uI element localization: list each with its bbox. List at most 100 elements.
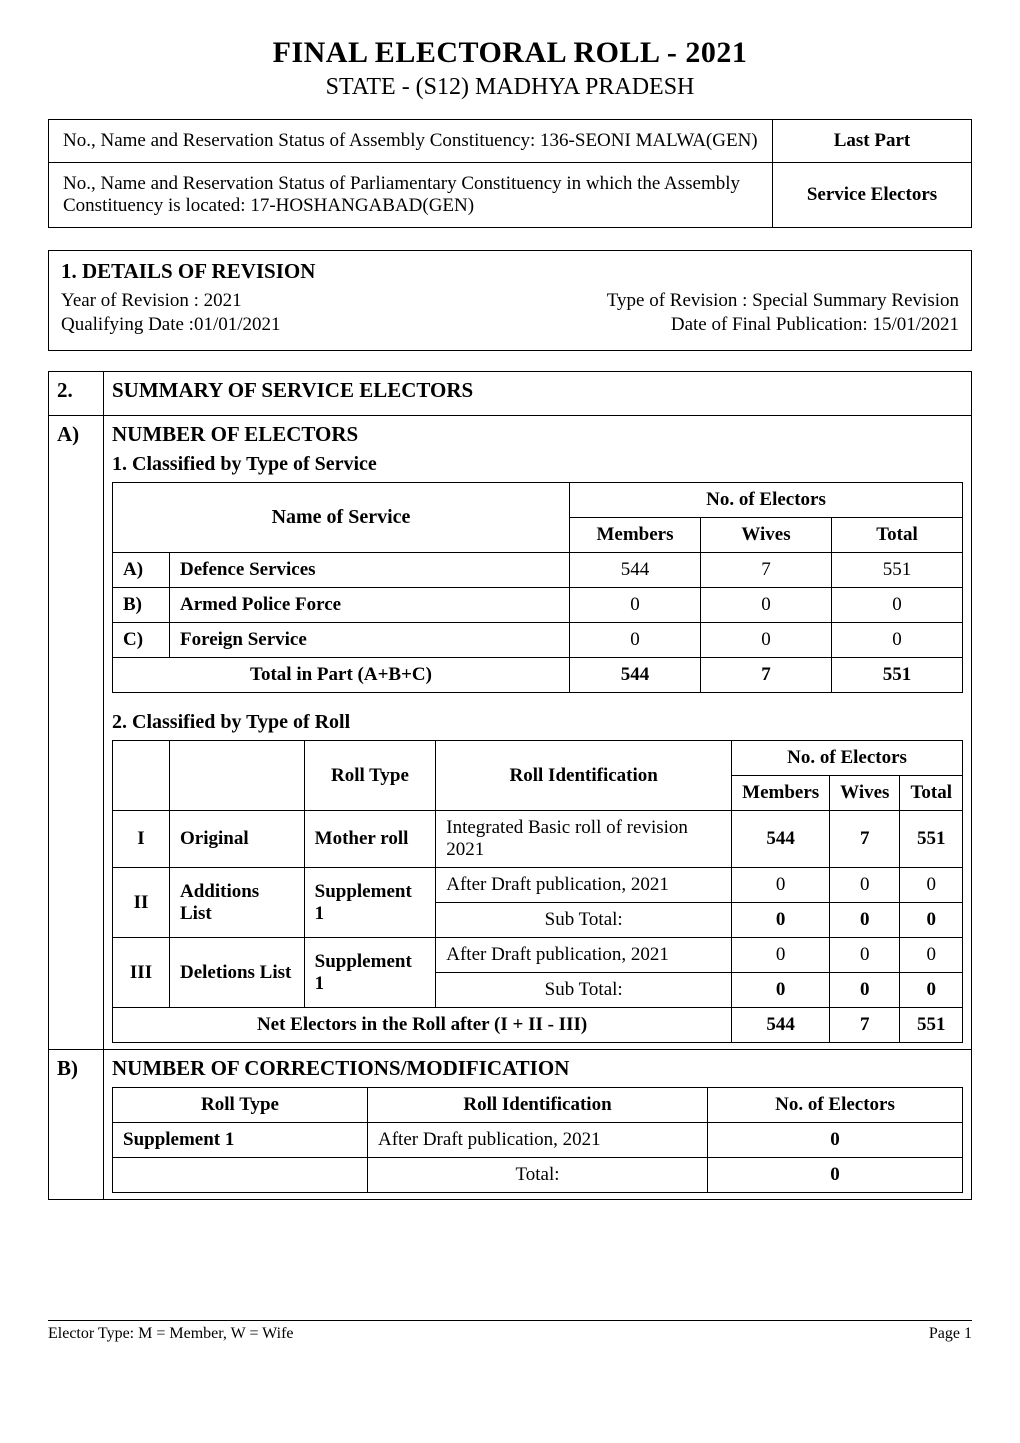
net-total: 551	[900, 1008, 963, 1043]
footer-right: Page 1	[929, 1325, 972, 1343]
section-2-num: 2.	[49, 372, 104, 416]
row-wives: 7	[701, 553, 832, 588]
row-members: 0	[570, 623, 701, 658]
row-wives: 0	[701, 588, 832, 623]
roll-wives: 7	[830, 811, 900, 868]
corr-total-count: 0	[708, 1158, 963, 1193]
members-header: Members	[570, 518, 701, 553]
row-members: 544	[570, 553, 701, 588]
roll-members: 0	[732, 868, 830, 903]
table-row: B) Armed Police Force 0 0 0	[113, 588, 963, 623]
row-id: C)	[113, 623, 170, 658]
roll-ident: After Draft publication, 2021	[436, 938, 732, 973]
roll-wives-header: Wives	[830, 776, 900, 811]
roll-total: 0	[900, 868, 963, 903]
section-b-body: NUMBER OF CORRECTIONS/MODIFICATION Roll …	[104, 1050, 972, 1200]
total-header: Total	[832, 518, 963, 553]
classified-roll-title: 2. Classified by Type of Roll	[112, 711, 963, 734]
header-box: No., Name and Reservation Status of Asse…	[48, 119, 972, 228]
subtotal-total: 0	[900, 973, 963, 1008]
row-total: 551	[832, 553, 963, 588]
subtotal-members: 0	[732, 973, 830, 1008]
page-title: FINAL ELECTORAL ROLL - 2021	[48, 36, 972, 70]
roll-idx: II	[113, 868, 170, 938]
section-2-title: SUMMARY OF SERVICE ELECTORS	[112, 378, 963, 403]
section-b-num: B)	[49, 1050, 104, 1200]
corr-total-label: Total:	[368, 1158, 708, 1193]
row-total: 0	[832, 588, 963, 623]
roll-total-header: Total	[900, 776, 963, 811]
corr-roll-type-header: Roll Type	[113, 1088, 368, 1123]
corr-type: Supplement 1	[113, 1123, 368, 1158]
row-id: B)	[113, 588, 170, 623]
section-a-body: NUMBER OF ELECTORS 1. Classified by Type…	[104, 416, 972, 1050]
roll-idx: I	[113, 811, 170, 868]
roll-cat: Additions List	[170, 868, 305, 938]
page-subtitle: STATE - (S12) MADHYA PRADESH	[48, 74, 972, 101]
corr-count: 0	[708, 1123, 963, 1158]
section-a-title: NUMBER OF ELECTORS	[112, 422, 963, 447]
row-wives: 0	[701, 623, 832, 658]
table-row: III Deletions List Supplement 1 After Dr…	[113, 938, 963, 973]
service-total-row: Total in Part (A+B+C) 544 7 551	[113, 658, 963, 693]
net-electors-row: Net Electors in the Roll after (I + II -…	[113, 1008, 963, 1043]
subtotal-members: 0	[732, 903, 830, 938]
roll-cat: Original	[170, 811, 305, 868]
roll-total: 551	[900, 811, 963, 868]
roll-cat: Deletions List	[170, 938, 305, 1008]
row-total: 0	[832, 623, 963, 658]
type-of-revision: Type of Revision : Special Summary Revis…	[607, 290, 959, 312]
row-name: Defence Services	[170, 553, 570, 588]
row-members: 0	[570, 588, 701, 623]
roll-wives: 0	[830, 938, 900, 973]
subtotal-total: 0	[900, 903, 963, 938]
summary-sections: 2. SUMMARY OF SERVICE ELECTORS A) NUMBER…	[48, 371, 972, 1200]
table-row: II Additions List Supplement 1 After Dra…	[113, 868, 963, 903]
total-total: 551	[832, 658, 963, 693]
section-b-title: NUMBER OF CORRECTIONS/MODIFICATION	[112, 1056, 963, 1081]
table-row: Total: 0	[113, 1158, 963, 1193]
roll-electors-header: No. of Electors	[732, 741, 963, 776]
corr-ident: After Draft publication, 2021	[368, 1123, 708, 1158]
net-wives: 7	[830, 1008, 900, 1043]
roll-members: 0	[732, 938, 830, 973]
header-service-electors: Service Electors	[773, 163, 972, 228]
section-a-num: A)	[49, 416, 104, 1050]
roll-ident: After Draft publication, 2021	[436, 868, 732, 903]
total-label: Total in Part (A+B+C)	[113, 658, 570, 693]
net-label: Net Electors in the Roll after (I + II -…	[113, 1008, 732, 1043]
table-row: I Original Mother roll Integrated Basic …	[113, 811, 963, 868]
details-of-revision: 1. DETAILS OF REVISION Year of Revision …	[48, 250, 972, 351]
corr-electors-header: No. of Electors	[708, 1088, 963, 1123]
classified-service-title: 1. Classified by Type of Service	[112, 453, 963, 476]
roll-members: 544	[732, 811, 830, 868]
section-2-title-cell: SUMMARY OF SERVICE ELECTORS	[104, 372, 972, 416]
roll-table: Roll Type Roll Identification No. of Ele…	[112, 740, 963, 1043]
roll-total: 0	[900, 938, 963, 973]
subtotal-wives: 0	[830, 973, 900, 1008]
roll-type-header: Roll Type	[304, 741, 436, 811]
roll-wives: 0	[830, 868, 900, 903]
roll-ident-header: Roll Identification	[436, 741, 732, 811]
row-name: Foreign Service	[170, 623, 570, 658]
total-wives: 7	[701, 658, 832, 693]
roll-idx: III	[113, 938, 170, 1008]
details-heading: 1. DETAILS OF REVISION	[61, 259, 959, 284]
table-row: Supplement 1 After Draft publication, 20…	[113, 1123, 963, 1158]
table-row: A) Defence Services 544 7 551	[113, 553, 963, 588]
subtotal-wives: 0	[830, 903, 900, 938]
header-parliamentary: No., Name and Reservation Status of Parl…	[49, 163, 773, 228]
roll-ident: Integrated Basic roll of revision 2021	[436, 811, 732, 868]
subtotal-label: Sub Total:	[436, 973, 732, 1008]
final-publication-date: Date of Final Publication: 15/01/2021	[671, 314, 959, 336]
row-id: A)	[113, 553, 170, 588]
roll-members-header: Members	[732, 776, 830, 811]
roll-type: Supplement 1	[304, 868, 436, 938]
table-row: C) Foreign Service 0 0 0	[113, 623, 963, 658]
name-of-service-header: Name of Service	[113, 483, 570, 553]
header-last-part: Last Part	[773, 120, 972, 163]
year-of-revision: Year of Revision : 2021	[61, 290, 242, 312]
row-name: Armed Police Force	[170, 588, 570, 623]
wives-header: Wives	[701, 518, 832, 553]
roll-type: Supplement 1	[304, 938, 436, 1008]
